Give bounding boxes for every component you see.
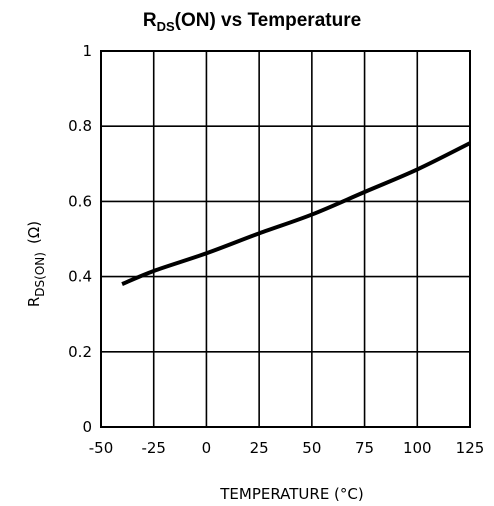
chart-title-rest: (ON) vs Temperature — [175, 10, 362, 31]
series-line — [121, 141, 471, 286]
y-tick-label: 0 — [82, 418, 92, 436]
x-tick-label: 75 — [355, 439, 374, 457]
x-tick-label: 0 — [202, 439, 212, 457]
x-tick-labels: -50 -25 0 25 50 75 100 125 — [89, 439, 485, 457]
chart-title: RDS(ON) vs Temperature — [143, 10, 361, 34]
x-tick-label: -25 — [141, 439, 166, 457]
grid — [100, 50, 471, 428]
y-axis-label: RDS(ON) (Ω) — [25, 221, 47, 307]
chart-title-subscript: DS — [157, 19, 175, 34]
x-tick-label: 125 — [456, 439, 485, 457]
y-tick-label: 0.4 — [68, 268, 92, 286]
y-tick-label: 0.2 — [68, 343, 92, 361]
y-tick-labels: 0 0.2 0.4 0.6 0.8 1 — [68, 42, 92, 436]
y-axis-label-subscript: DS(ON) — [33, 252, 47, 297]
x-tick-label: 25 — [250, 439, 269, 457]
x-tick-label: -50 — [89, 439, 114, 457]
chart-title-main: R — [143, 10, 157, 31]
y-axis-label-main: R — [25, 297, 43, 307]
x-tick-label: 100 — [403, 439, 432, 457]
plot-frame — [100, 50, 471, 428]
x-axis-label: TEMPERATURE (°C) — [219, 485, 364, 503]
y-tick-label: 0.8 — [68, 117, 92, 135]
y-tick-label: 1 — [82, 42, 92, 60]
y-tick-label: 0.6 — [68, 192, 92, 210]
y-axis-label-rest: (Ω) — [25, 221, 43, 244]
x-tick-label: 50 — [302, 439, 321, 457]
